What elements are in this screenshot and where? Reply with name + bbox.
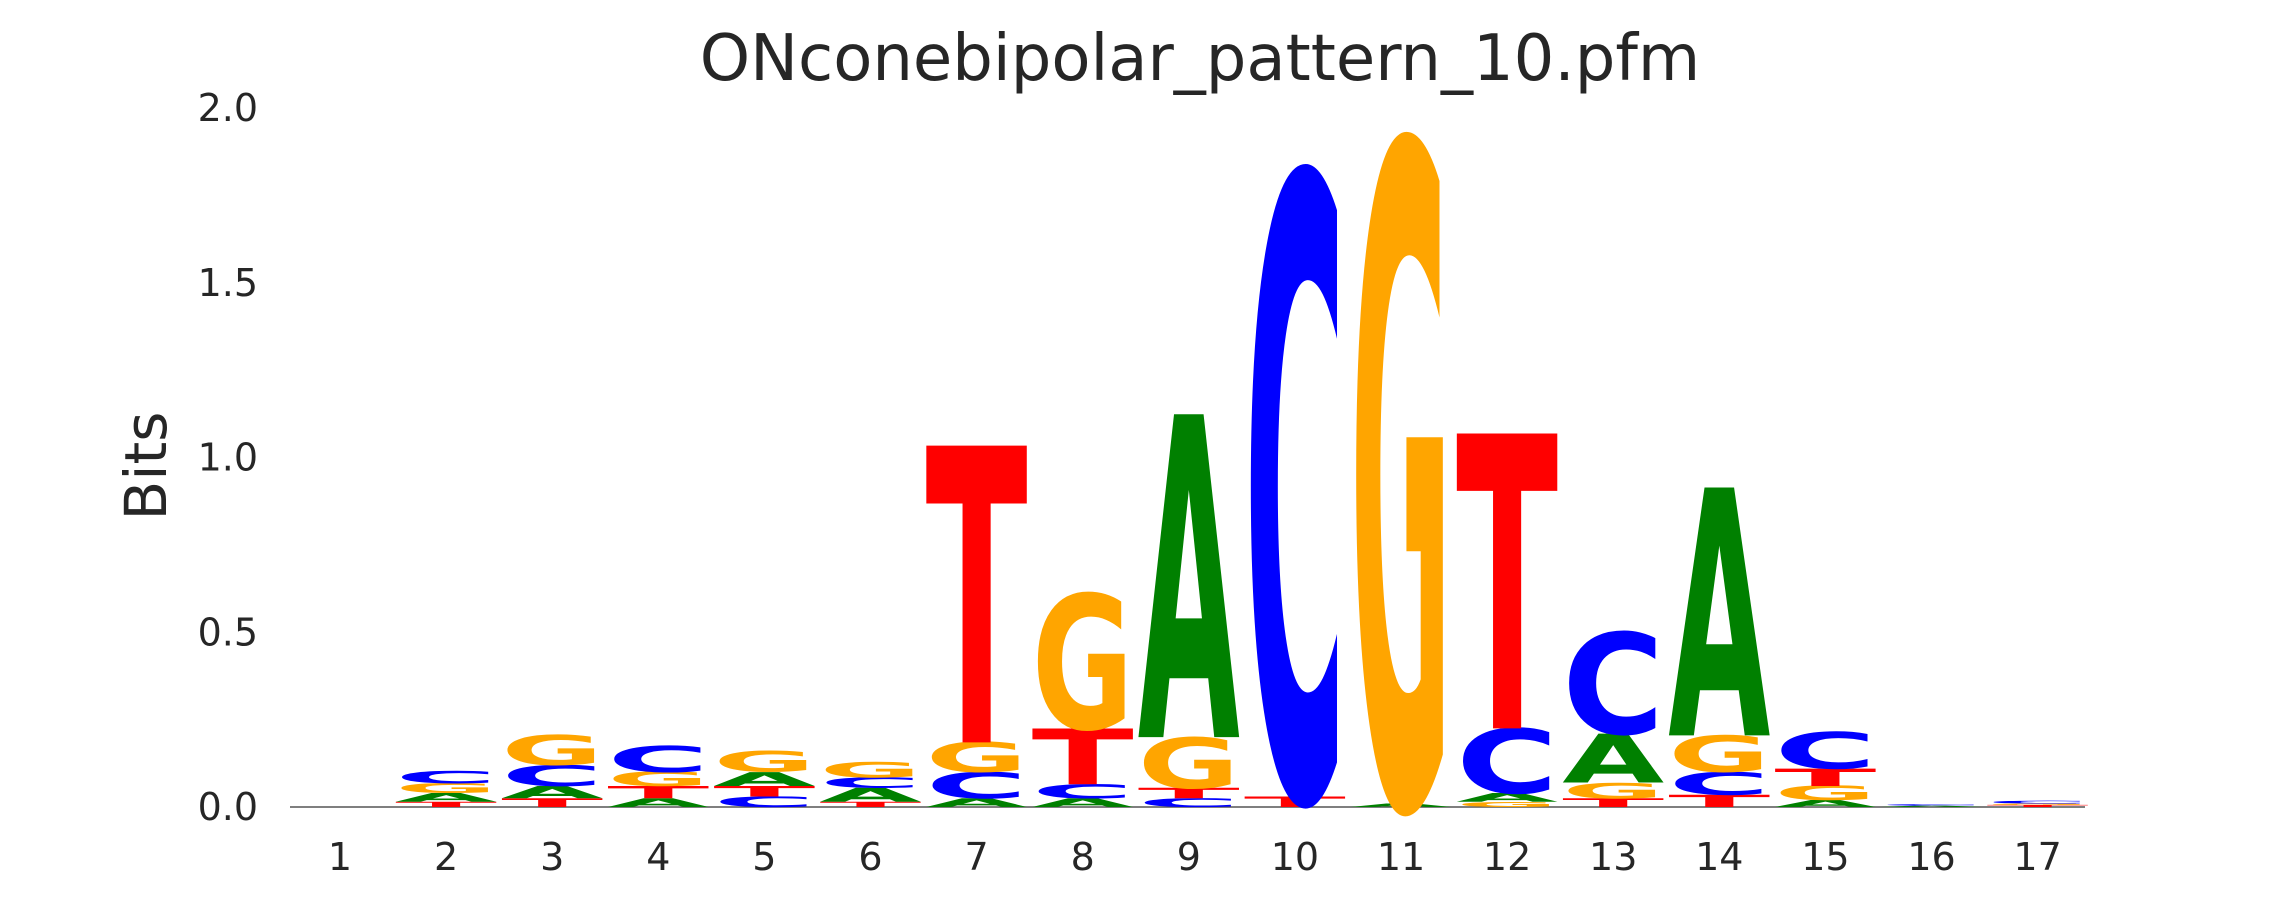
y-axis-label: Bits — [112, 412, 180, 521]
logo-letter-g: G — [1456, 800, 1558, 808]
x-tick-label: 8 — [1071, 835, 1095, 879]
chart-title: ONconebipolar_pattern_10.pfm — [700, 22, 1700, 96]
logo-letter-c: C — [501, 759, 603, 792]
logo-letter-g: G — [1668, 726, 1770, 784]
logo-letter-t: T — [1244, 794, 1346, 811]
logo-letter-a: A — [1350, 803, 1452, 809]
y-tick-label: 1.5 — [198, 261, 258, 305]
title-layer: ONconebipolar_pattern_10.pfm Bits — [112, 22, 1700, 520]
logo-letter-t: T — [1774, 764, 1876, 792]
logo-letter-c: C — [1032, 781, 1134, 803]
logo-letter-g: G — [1987, 803, 2089, 805]
logo-letter-a: A — [1456, 791, 1558, 805]
logo-letter-g: G — [607, 768, 709, 790]
logo-letter-g: G — [820, 757, 922, 782]
logo-letter-a: A — [1138, 328, 1241, 843]
logo-letter-a: A — [1668, 420, 1771, 816]
x-tick-label: 4 — [646, 835, 670, 879]
logo-letter-g: G — [1562, 778, 1664, 803]
logo-letter-c: C — [713, 794, 815, 811]
logo-letter-c: C — [395, 768, 497, 787]
x-tick-label: 7 — [965, 835, 989, 879]
logo-letter-g: G — [1138, 724, 1240, 805]
logo-letter-c: C — [926, 765, 1028, 807]
logo-letter-t: T — [1456, 353, 1559, 824]
x-tick-label: 9 — [1177, 835, 1201, 879]
logo-letter-t: T — [1032, 714, 1134, 803]
logo-letter-g: G — [395, 781, 497, 797]
logo-letter-t: T — [1138, 785, 1240, 802]
logo-letter-g: G — [501, 727, 603, 775]
logo-letter-a: A — [1032, 796, 1134, 810]
logo-letter-t: T — [820, 800, 922, 808]
x-tick-label: 1 — [328, 835, 352, 879]
x-tick-label: 12 — [1483, 835, 1531, 879]
logo-letter-a: A — [1562, 720, 1664, 798]
logo-letter-a: A — [820, 784, 922, 806]
logo-letter-g: G — [926, 734, 1028, 782]
x-tick-label: 11 — [1377, 835, 1425, 879]
x-tick-label: 3 — [540, 835, 564, 879]
y-tick-label: 1.0 — [198, 436, 258, 480]
logo-letter-a: A — [501, 783, 603, 802]
logo-letter-a: A — [395, 791, 497, 805]
logo-letter-c: C — [820, 775, 922, 792]
x-tick-label: 15 — [1801, 835, 1849, 879]
logo-letter-c: C — [1562, 605, 1664, 767]
logo-letter-c: C — [1881, 804, 1983, 806]
logo-letter-t: T — [1987, 804, 2089, 807]
logo-letter-c: C — [1138, 796, 1240, 810]
logo-letter-g: G — [713, 746, 815, 779]
x-tick-label: 17 — [2013, 835, 2061, 879]
logo-letter-c: C — [1244, 5, 1346, 900]
logo-letter-a: A — [1774, 798, 1876, 809]
logo-letter-t: T — [1562, 796, 1664, 810]
logo-letter-t: T — [607, 783, 709, 803]
logo-letter-a: A — [926, 796, 1028, 810]
logo-letter-a: A — [713, 769, 815, 791]
y-tick-label: 0.0 — [198, 785, 258, 829]
axis-layer: 0.00.51.01.52.01 2 3 4 5 6 7 8 9 10 11 12 13 14 15 16 17 — [198, 86, 2085, 879]
x-tick-label: 16 — [1907, 835, 1955, 879]
logo-letter-t: T — [395, 800, 497, 808]
logo-letter-t: T — [501, 796, 603, 810]
x-tick-label: 5 — [752, 835, 776, 879]
logo-letter-c: C — [607, 739, 709, 781]
logo-letter-c: C — [1668, 766, 1770, 802]
logo-letter-a: A — [1881, 805, 1983, 807]
logo-letter-g: G — [1774, 782, 1876, 804]
logo-letter-c: C — [1774, 722, 1876, 781]
y-tick-label: 2.0 — [198, 86, 258, 130]
logo-letter-t: T — [926, 365, 1029, 839]
logo-letter-a: A — [607, 796, 709, 810]
x-tick-label: 13 — [1589, 835, 1637, 879]
logo-letter-g: G — [1350, 0, 1452, 900]
logo-letter-g: G — [1032, 558, 1134, 773]
x-tick-label: 14 — [1695, 835, 1743, 879]
x-tick-label: 6 — [858, 835, 882, 879]
x-tick-label: 10 — [1271, 835, 1319, 879]
logo-letter-t: T — [1668, 792, 1770, 812]
logo-letter-t: T — [713, 783, 815, 800]
y-tick-label: 0.5 — [198, 610, 258, 654]
logo-letter-c: C — [1456, 712, 1558, 815]
logo-letter-c: C — [1987, 800, 2089, 804]
x-tick-label: 2 — [434, 835, 458, 879]
